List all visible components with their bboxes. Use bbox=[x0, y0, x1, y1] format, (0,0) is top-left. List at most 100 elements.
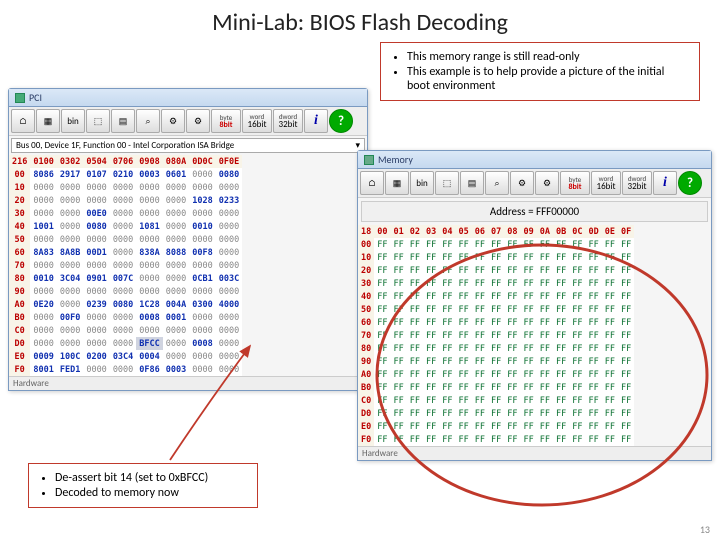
memory-cell[interactable]: FF bbox=[391, 342, 407, 355]
memory-cell[interactable]: FF bbox=[553, 238, 569, 251]
pci-cell[interactable]: 0000 bbox=[216, 285, 242, 298]
memory-cell[interactable]: FF bbox=[407, 264, 423, 277]
memory-cell[interactable]: FF bbox=[553, 303, 569, 316]
memory-cell[interactable]: FF bbox=[423, 238, 439, 251]
memory-cell[interactable]: FF bbox=[439, 303, 455, 316]
memory-cell[interactable]: FF bbox=[586, 394, 602, 407]
memory-cell[interactable]: FF bbox=[423, 433, 439, 446]
memory-cell[interactable]: FF bbox=[472, 290, 488, 303]
pci-cell[interactable]: 03C4 bbox=[110, 350, 136, 363]
memory-cell[interactable]: FF bbox=[586, 316, 602, 329]
pci-cell[interactable]: 0000 bbox=[189, 259, 215, 272]
info-icon[interactable]: i bbox=[653, 171, 677, 195]
memory-cell[interactable]: FF bbox=[602, 381, 618, 394]
pci-cell[interactable]: 0239 bbox=[83, 298, 109, 311]
pci-cell[interactable]: 0000 bbox=[110, 220, 136, 233]
toolbar-button[interactable]: ▦ bbox=[36, 109, 60, 133]
pci-cell[interactable]: 0000 bbox=[136, 181, 162, 194]
memory-cell[interactable]: FF bbox=[618, 277, 634, 290]
memory-cell[interactable]: FF bbox=[456, 251, 472, 264]
memory-cell[interactable]: FF bbox=[586, 433, 602, 446]
memory-cell[interactable]: FF bbox=[374, 394, 390, 407]
memory-cell[interactable]: FF bbox=[521, 394, 537, 407]
memory-cell[interactable]: FF bbox=[504, 394, 520, 407]
pci-cell[interactable]: 0000 bbox=[216, 259, 242, 272]
pci-cell[interactable]: 0009 bbox=[30, 350, 56, 363]
memory-cell[interactable]: FF bbox=[553, 290, 569, 303]
memory-cell[interactable]: FF bbox=[569, 277, 585, 290]
memory-cell[interactable]: FF bbox=[521, 264, 537, 277]
pci-cell[interactable]: 0008 bbox=[189, 337, 215, 350]
pci-cell[interactable]: 8A8B bbox=[57, 246, 83, 259]
pci-cell[interactable]: 0000 bbox=[163, 207, 189, 220]
memory-cell[interactable]: FF bbox=[439, 368, 455, 381]
memory-cell[interactable]: FF bbox=[407, 381, 423, 394]
memory-cell[interactable]: FF bbox=[521, 407, 537, 420]
memory-cell[interactable]: FF bbox=[586, 303, 602, 316]
pci-cell[interactable]: 00D1 bbox=[83, 246, 109, 259]
pci-cell[interactable]: 0000 bbox=[216, 207, 242, 220]
memory-cell[interactable]: FF bbox=[553, 433, 569, 446]
memory-cell[interactable]: FF bbox=[504, 303, 520, 316]
memory-cell[interactable]: FF bbox=[504, 238, 520, 251]
memory-cell[interactable]: FF bbox=[537, 368, 553, 381]
memory-cell[interactable]: FF bbox=[602, 342, 618, 355]
memory-cell[interactable]: FF bbox=[407, 368, 423, 381]
memory-cell[interactable]: FF bbox=[618, 342, 634, 355]
info-icon[interactable]: i bbox=[304, 109, 328, 133]
memory-cell[interactable]: FF bbox=[439, 355, 455, 368]
memory-cell[interactable]: FF bbox=[553, 264, 569, 277]
memory-cell[interactable]: FF bbox=[472, 264, 488, 277]
memory-cell[interactable]: FF bbox=[618, 329, 634, 342]
pci-cell[interactable]: 0601 bbox=[163, 168, 189, 181]
pci-cell[interactable]: 0000 bbox=[110, 259, 136, 272]
memory-cell[interactable]: FF bbox=[602, 420, 618, 433]
memory-cell[interactable]: FF bbox=[423, 329, 439, 342]
pci-cell[interactable]: 0000 bbox=[136, 324, 162, 337]
pci-cell[interactable]: 0000 bbox=[163, 233, 189, 246]
pci-cell[interactable]: 0000 bbox=[189, 285, 215, 298]
memory-cell[interactable]: FF bbox=[374, 381, 390, 394]
pci-cell[interactable]: 0000 bbox=[189, 311, 215, 324]
memory-cell[interactable]: FF bbox=[423, 394, 439, 407]
memory-cell[interactable]: FF bbox=[537, 238, 553, 251]
memory-cell[interactable]: FF bbox=[537, 303, 553, 316]
memory-cell[interactable]: FF bbox=[456, 238, 472, 251]
memory-cell[interactable]: FF bbox=[374, 238, 390, 251]
pci-cell[interactable]: 0E20 bbox=[30, 298, 56, 311]
toolbar-byte-button[interactable]: byte8bit bbox=[211, 109, 241, 133]
pci-cell[interactable]: 0000 bbox=[30, 259, 56, 272]
pci-cell[interactable]: 0000 bbox=[110, 233, 136, 246]
pci-cell[interactable]: 0008 bbox=[136, 311, 162, 324]
memory-cell[interactable]: FF bbox=[553, 316, 569, 329]
memory-cell[interactable]: FF bbox=[423, 303, 439, 316]
memory-cell[interactable]: FF bbox=[521, 277, 537, 290]
memory-cell[interactable]: FF bbox=[488, 355, 504, 368]
pci-cell[interactable]: 0000 bbox=[83, 285, 109, 298]
memory-cell[interactable]: FF bbox=[537, 420, 553, 433]
memory-cell[interactable]: FF bbox=[504, 342, 520, 355]
pci-cell[interactable]: 0000 bbox=[83, 311, 109, 324]
memory-cell[interactable]: FF bbox=[569, 407, 585, 420]
pci-cell[interactable]: 0233 bbox=[216, 194, 242, 207]
memory-cell[interactable]: FF bbox=[504, 381, 520, 394]
memory-cell[interactable]: FF bbox=[472, 420, 488, 433]
memory-cell[interactable]: FF bbox=[553, 251, 569, 264]
pci-cell[interactable]: 0000 bbox=[57, 285, 83, 298]
memory-cell[interactable]: FF bbox=[504, 316, 520, 329]
pci-cell[interactable]: 0000 bbox=[110, 246, 136, 259]
pci-cell[interactable]: 838A bbox=[136, 246, 162, 259]
pci-cell[interactable]: 0000 bbox=[189, 350, 215, 363]
memory-cell[interactable]: FF bbox=[407, 290, 423, 303]
pci-cell[interactable]: 0210 bbox=[110, 168, 136, 181]
memory-cell[interactable]: FF bbox=[488, 329, 504, 342]
memory-cell[interactable]: FF bbox=[618, 355, 634, 368]
pci-cell[interactable]: 0000 bbox=[136, 194, 162, 207]
pci-cell[interactable]: 0080 bbox=[216, 168, 242, 181]
memory-cell[interactable]: FF bbox=[618, 433, 634, 446]
pci-cell[interactable]: 0F86 bbox=[136, 363, 162, 376]
memory-cell[interactable]: FF bbox=[618, 316, 634, 329]
pci-cell[interactable]: 0000 bbox=[216, 363, 242, 376]
memory-cell[interactable]: FF bbox=[521, 420, 537, 433]
pci-cell[interactable]: 100C bbox=[57, 350, 83, 363]
